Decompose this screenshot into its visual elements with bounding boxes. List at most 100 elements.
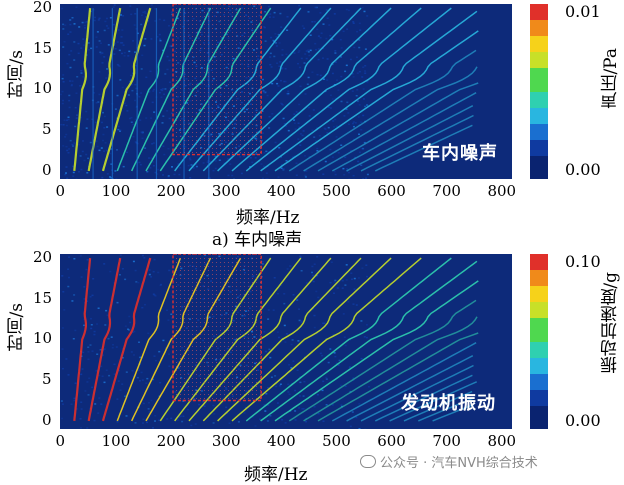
noise-speck <box>323 23 325 25</box>
noise-speck <box>69 107 71 109</box>
noise-speck <box>154 355 156 357</box>
noise-speck <box>255 157 257 159</box>
noise-speck <box>193 167 195 169</box>
noise-speck <box>146 378 148 380</box>
noise-speck <box>123 166 125 168</box>
noise-speck <box>279 385 281 387</box>
noise-speck <box>324 128 326 130</box>
noise-speck <box>287 391 289 393</box>
noise-speck <box>117 129 119 131</box>
noise-speck <box>99 40 101 42</box>
noise-speck <box>68 256 70 258</box>
noise-speck <box>188 165 190 167</box>
x-tick-label: 700 <box>432 434 461 449</box>
noise-speck <box>268 309 270 311</box>
noise-speck <box>141 68 143 70</box>
noise-speck <box>130 14 132 16</box>
noise-speck <box>62 145 64 147</box>
noise-speck <box>244 412 246 414</box>
noise-speck <box>64 24 66 26</box>
noise-speck <box>344 157 346 159</box>
noise-speck <box>69 19 71 21</box>
noise-speck <box>88 378 90 380</box>
noise-speck <box>152 161 154 163</box>
noise-speck <box>301 58 303 60</box>
x-tick-label: 800 <box>487 184 516 199</box>
noise-speck <box>61 8 63 10</box>
noise-speck <box>260 163 262 165</box>
noise-speck <box>73 258 75 260</box>
noise-speck <box>94 20 96 22</box>
noise-speck <box>67 286 69 288</box>
noise-speck <box>170 418 172 420</box>
colorbar-label-top: 声压/Pa <box>598 48 623 109</box>
colorbar-step <box>530 405 548 413</box>
y-tick-label: 5 <box>42 372 52 387</box>
noise-speck <box>279 13 281 15</box>
noise-speck <box>317 394 319 396</box>
noise-speck <box>365 177 367 179</box>
noise-speck <box>359 152 361 154</box>
noise-speck <box>204 405 206 407</box>
noise-speck <box>66 178 68 179</box>
noise-speck <box>287 268 289 270</box>
noise-speck <box>162 146 164 148</box>
noise-speck <box>73 338 75 340</box>
noise-speck <box>96 102 98 104</box>
noise-speck <box>334 280 336 282</box>
noise-speck <box>72 145 74 147</box>
noise-speck <box>138 342 140 344</box>
colorbar-step <box>530 139 548 147</box>
noise-speck <box>119 274 121 276</box>
noise-speck <box>98 308 100 310</box>
noise-speck <box>124 396 126 398</box>
noise-speck <box>264 410 266 412</box>
noise-speck <box>255 425 257 427</box>
noise-speck <box>269 64 271 66</box>
noise-speck <box>274 277 276 279</box>
noise-speck <box>343 115 345 117</box>
x-tick-label: 200 <box>157 434 186 449</box>
noise-speck <box>96 354 98 356</box>
noise-speck <box>282 49 284 51</box>
noise-speck <box>104 21 106 23</box>
noise-speck <box>308 51 310 53</box>
noise-speck <box>359 23 361 25</box>
noise-speck <box>262 261 264 263</box>
noise-speck <box>280 26 282 28</box>
noise-speck <box>126 415 128 417</box>
noise-speck <box>114 364 116 366</box>
noise-speck <box>298 308 300 310</box>
noise-speck <box>315 7 317 9</box>
noise-speck <box>243 155 245 157</box>
noise-speck <box>98 71 100 73</box>
noise-speck <box>263 26 265 28</box>
noise-speck <box>168 353 170 355</box>
noise-speck <box>177 419 179 421</box>
noise-speck <box>92 295 94 297</box>
colorbar-step <box>530 115 548 123</box>
noise-speck <box>133 261 135 263</box>
noise-speck <box>346 279 348 281</box>
noise-speck <box>99 18 101 20</box>
noise-speck <box>275 386 277 388</box>
noise-speck <box>130 75 132 77</box>
noise-speck <box>357 72 359 74</box>
noise-speck <box>298 52 300 54</box>
noise-speck <box>110 177 112 179</box>
noise-speck <box>294 410 296 412</box>
noise-speck <box>273 56 275 58</box>
noise-speck <box>138 96 140 98</box>
noise-speck <box>61 418 63 420</box>
noise-speck <box>86 172 88 174</box>
noise-speck <box>82 368 84 370</box>
noise-speck <box>363 88 365 90</box>
noise-speck <box>304 175 306 177</box>
noise-speck <box>162 115 164 117</box>
noise-speck <box>359 29 361 31</box>
noise-speck <box>83 44 85 46</box>
noise-speck <box>358 277 360 279</box>
noise-speck <box>303 381 305 383</box>
noise-speck <box>107 28 109 30</box>
noise-speck <box>171 11 173 13</box>
